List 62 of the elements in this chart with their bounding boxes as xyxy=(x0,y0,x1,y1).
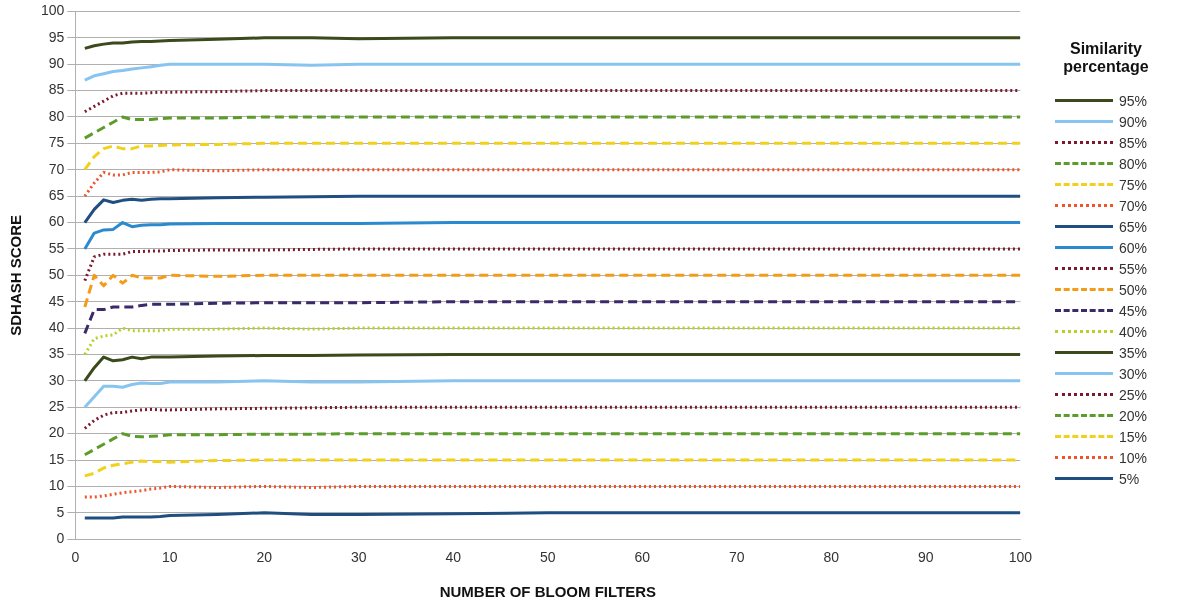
x-tick-label: 70 xyxy=(729,549,745,566)
y-tick-label: 5 xyxy=(56,503,65,520)
legend-title: Similarity percentage xyxy=(1062,40,1150,76)
legend-label: 40% xyxy=(1119,323,1148,340)
line-series xyxy=(83,247,1021,283)
x-tick-label: 40 xyxy=(445,549,462,566)
y-tick-label: 100 xyxy=(41,2,65,19)
legend-label: 65% xyxy=(1119,218,1148,235)
legend-label: 50% xyxy=(1119,281,1148,298)
y-tick-label: 55 xyxy=(48,239,65,256)
y-tick-label: 70 xyxy=(48,160,65,177)
y-tick-label: 20 xyxy=(48,424,65,441)
y-tick-label: 80 xyxy=(48,107,65,124)
y-tick-label: 50 xyxy=(48,266,65,283)
legend-label: 15% xyxy=(1119,428,1148,445)
legend-label: 10% xyxy=(1119,449,1148,466)
x-tick-label: 20 xyxy=(256,549,273,566)
x-axis-title: NUMBER OF BLOOM FILTERS xyxy=(439,583,657,601)
y-tick-label: 45 xyxy=(48,292,65,309)
y-tick-label: 10 xyxy=(48,477,65,494)
y-tick-label: 90 xyxy=(48,55,65,72)
x-tick-label: 0 xyxy=(71,549,80,566)
line-series xyxy=(83,432,1021,457)
line-series xyxy=(83,273,1021,309)
y-tick-label: 85 xyxy=(48,81,65,98)
legend-label: 20% xyxy=(1119,407,1148,424)
legend-label: 25% xyxy=(1119,386,1148,403)
legend-label: 55% xyxy=(1119,260,1148,277)
y-tick-label: 35 xyxy=(48,345,65,362)
legend-label: 30% xyxy=(1119,365,1148,382)
x-tick-label: 50 xyxy=(540,549,556,566)
line-series xyxy=(83,115,1021,140)
y-tick-label: 0 xyxy=(56,530,65,547)
x-tick-label: 10 xyxy=(162,549,178,566)
line-series xyxy=(83,168,1021,198)
y-tick-label: 95 xyxy=(48,28,65,45)
y-tick-label: 25 xyxy=(48,398,65,415)
y-axis-title: SDHASH SCORE xyxy=(7,214,25,336)
legend-label: 60% xyxy=(1119,239,1148,256)
line-series xyxy=(83,484,1021,499)
x-tick-label: 30 xyxy=(351,549,367,566)
x-tick-label: 80 xyxy=(823,549,840,566)
y-tick-label: 40 xyxy=(48,318,65,335)
line-series xyxy=(83,326,1021,356)
y-tick-label: 75 xyxy=(48,134,65,151)
legend-label: 75% xyxy=(1119,176,1148,193)
legend-label: 90% xyxy=(1119,113,1148,130)
x-tick-label: 60 xyxy=(634,549,651,566)
legend-label: 5% xyxy=(1119,470,1140,487)
y-tick-label: 65 xyxy=(48,186,65,203)
x-tick-label: 100 xyxy=(1008,549,1033,566)
legend-label: 45% xyxy=(1119,302,1148,319)
x-tick-label: 90 xyxy=(918,549,934,566)
legend-label: 95% xyxy=(1119,92,1148,109)
legend-label: 35% xyxy=(1119,344,1148,361)
legend-label: 80% xyxy=(1119,155,1148,172)
legend-label: 70% xyxy=(1119,197,1148,214)
y-tick-label: 15 xyxy=(48,450,65,467)
line-series xyxy=(83,141,1021,172)
y-tick-label: 60 xyxy=(48,213,65,230)
y-tick-label: 30 xyxy=(48,371,65,388)
legend-label: 85% xyxy=(1119,134,1148,151)
